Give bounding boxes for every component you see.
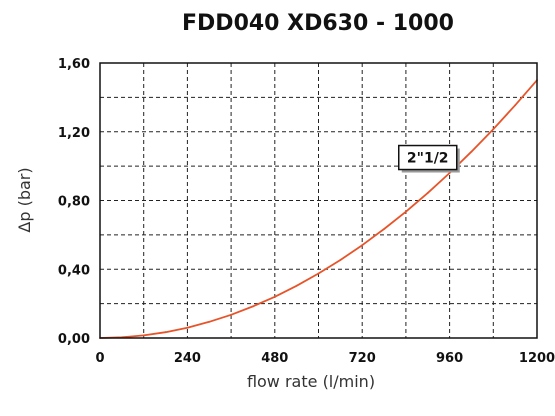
data-point <box>317 272 320 275</box>
annotations: 2"1/2 <box>398 144 460 173</box>
chart-title: FDD040 XD630 - 1000 <box>182 11 454 36</box>
grid <box>100 63 537 338</box>
y-tick-label: 0,40 <box>58 263 90 278</box>
data-point <box>208 320 211 323</box>
data-point <box>426 192 429 194</box>
annotation-box <box>398 144 458 171</box>
series-layer <box>99 79 538 339</box>
data-point <box>252 305 254 308</box>
y-axis-label: Δp (bar) <box>15 167 34 232</box>
y-tick-label: 0,00 <box>58 332 90 347</box>
data-point <box>230 313 233 316</box>
data-point <box>470 150 473 153</box>
data-point <box>492 128 495 131</box>
data-point <box>295 284 298 287</box>
x-tick-label: 1200 <box>519 351 555 366</box>
y-axis-ticks: 0,00 0,40 0,80 1,20 1,60 <box>58 57 90 347</box>
x-tick-label: 720 <box>349 351 376 366</box>
data-point <box>361 244 364 247</box>
data-point <box>164 331 167 334</box>
y-tick-label: 1,60 <box>58 57 90 72</box>
y-tick-label: 1,20 <box>58 126 90 141</box>
data-point <box>514 104 517 107</box>
series-line <box>99 79 538 339</box>
data-point <box>186 326 189 329</box>
annotation-label: 2"1/2 <box>407 151 449 167</box>
data-point <box>339 259 342 261</box>
x-axis-label: flow rate (l/min) <box>247 372 375 391</box>
x-tick-label: 0 <box>95 351 104 366</box>
y-tick-label: 0,80 <box>58 195 90 210</box>
plot-frame <box>99 62 538 339</box>
data-point <box>383 228 385 230</box>
data-point <box>142 334 145 337</box>
data-point <box>273 295 276 298</box>
x-axis-ticks: 0 240 480 720 960 1200 <box>95 351 555 366</box>
x-tick-label: 960 <box>436 351 463 366</box>
x-tick-label: 480 <box>261 351 288 366</box>
data-point <box>448 172 451 174</box>
data-point <box>405 210 407 213</box>
x-tick-label: 240 <box>174 351 201 366</box>
